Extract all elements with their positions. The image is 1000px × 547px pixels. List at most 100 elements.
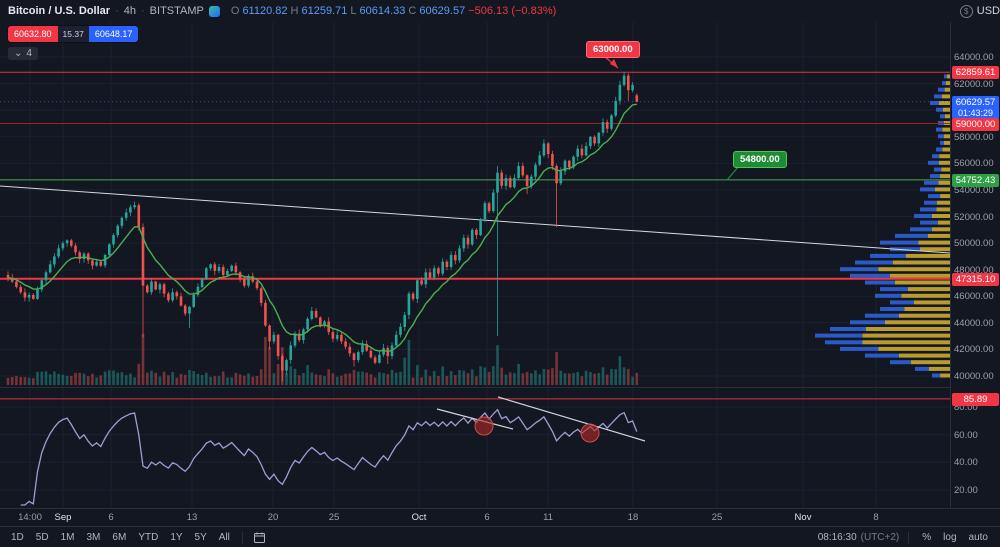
volume-bar (618, 356, 622, 385)
volume-bar (112, 370, 115, 385)
volume-profile-bar (937, 200, 950, 205)
go-to-date-button[interactable] (250, 530, 269, 545)
volume-bar (504, 374, 508, 385)
volume-bar (335, 376, 339, 385)
currency-button[interactable]: $ USD (959, 0, 1000, 22)
symbol-title[interactable]: Bitcoin / U.S. Dollar (8, 5, 111, 17)
volume-bar (454, 375, 457, 385)
volume-profile-bar (920, 220, 938, 225)
volume-bar (361, 371, 364, 385)
volume-profile-bar (944, 87, 950, 92)
range-button-6m[interactable]: 6M (112, 532, 127, 543)
volume-bar (386, 374, 390, 385)
volume-bar (162, 371, 166, 385)
candle-body (500, 172, 503, 186)
time-tick-label: Oct (411, 512, 427, 523)
volume-bar (631, 376, 634, 385)
exchange-label[interactable]: BITSTAMP (149, 5, 204, 17)
volume-profile-bar (938, 220, 950, 225)
volume-profile-bar (895, 233, 928, 238)
price-label: 59000.00 (952, 117, 999, 131)
candle-body (378, 354, 381, 363)
candle-body (563, 160, 567, 172)
candle-body (150, 281, 153, 293)
buy-button[interactable]: 60648.17 (88, 26, 139, 42)
candle-body (542, 143, 546, 156)
candle-body (340, 334, 343, 342)
volume-bar (466, 373, 470, 385)
interval-button[interactable]: 4h (123, 5, 136, 17)
candle-body (323, 321, 326, 326)
candle-body (175, 292, 179, 297)
volume-bar (348, 373, 352, 385)
volume-profile (815, 74, 950, 378)
candle-body (492, 192, 495, 212)
price-callout-63000[interactable]: 63000.00 (586, 41, 640, 58)
range-button-ytd[interactable]: YTD (138, 532, 159, 543)
range-button-5y[interactable]: 5Y (194, 532, 207, 543)
range-button-3m[interactable]: 3M (86, 532, 101, 543)
volume-bar (403, 357, 406, 385)
rsi-trendline-drawing[interactable] (436, 408, 514, 430)
candle-body (614, 100, 617, 116)
volume-profile-bar (890, 273, 950, 278)
candle-body (259, 288, 263, 303)
range-button-1y[interactable]: 1Y (170, 532, 183, 543)
range-button-1d[interactable]: 1D (11, 532, 24, 543)
candle-body (538, 155, 541, 165)
rsi-chart-canvas[interactable] (0, 388, 950, 508)
volume-bar (500, 367, 503, 385)
sell-button[interactable]: 60632.80 (8, 26, 58, 42)
main-chart-pane[interactable]: 60632.80 15.37 60648.17 ⌄ 4 63000.00 548… (0, 22, 950, 387)
price-tick-label: 44000.00 (954, 317, 994, 329)
time-axis[interactable]: 14:00 Sep 6 13 20 25 Oct 6 11 18 25 Nov 8 (0, 508, 1000, 527)
timezone-label[interactable]: (UTC+2) (860, 532, 900, 543)
price-tick-label: 42000.00 (954, 344, 994, 356)
volume-profile-bar (850, 320, 885, 325)
candle-body (36, 289, 39, 299)
percent-scale-button[interactable]: % (922, 532, 932, 543)
volume-bar (508, 372, 512, 385)
candle-body (217, 267, 221, 271)
auto-scale-button[interactable]: auto (968, 532, 988, 543)
trendline-drawing[interactable] (0, 185, 950, 254)
price-callout-54800[interactable]: 54800.00 (733, 151, 787, 168)
log-scale-button[interactable]: log (943, 532, 957, 543)
price-chart-canvas[interactable] (0, 22, 950, 387)
clock-label[interactable]: 08:16:30 (817, 532, 857, 543)
candle-body (369, 350, 373, 358)
candle-body (601, 122, 605, 133)
volume-bar (496, 345, 499, 385)
volume-profile-bar (910, 227, 932, 232)
range-button-5d[interactable]: 5D (35, 532, 49, 543)
candle-body (74, 245, 77, 253)
volume-bar (23, 377, 27, 385)
volume-profile-bar (939, 101, 950, 105)
price-axis[interactable]: 64000.0062000.0060000.0058000.0056000.00… (950, 22, 1000, 508)
divergence-circle-drawing[interactable] (474, 416, 494, 436)
volume-profile-bar (908, 287, 950, 292)
candle-body (91, 260, 94, 266)
volume-profile-bar (932, 214, 950, 218)
candle-body (179, 296, 183, 306)
candle-body (428, 272, 432, 278)
candle-body (441, 261, 444, 274)
range-button-1m[interactable]: 1M (60, 532, 75, 543)
candle-body (517, 166, 520, 178)
rsi-indicator-pane[interactable] (0, 388, 950, 508)
volume-profile-bar (938, 134, 944, 139)
volume-bar (538, 374, 541, 385)
volume-bar (327, 369, 330, 385)
volume-profile-bar (911, 360, 950, 365)
volume-bar (150, 370, 153, 385)
volume-profile-bar (940, 174, 950, 179)
candle-body (504, 178, 508, 186)
volume-bar (390, 369, 394, 385)
range-button-all[interactable]: All (218, 532, 230, 543)
object-tree-badge[interactable]: ⌄ 4 (8, 47, 38, 60)
divergence-circle-drawing[interactable] (580, 423, 600, 443)
pane-divider[interactable] (0, 387, 1000, 388)
volume-profile-bar (944, 140, 950, 145)
volume-bar (6, 377, 10, 385)
rsi-trendline-drawing[interactable] (497, 396, 646, 442)
